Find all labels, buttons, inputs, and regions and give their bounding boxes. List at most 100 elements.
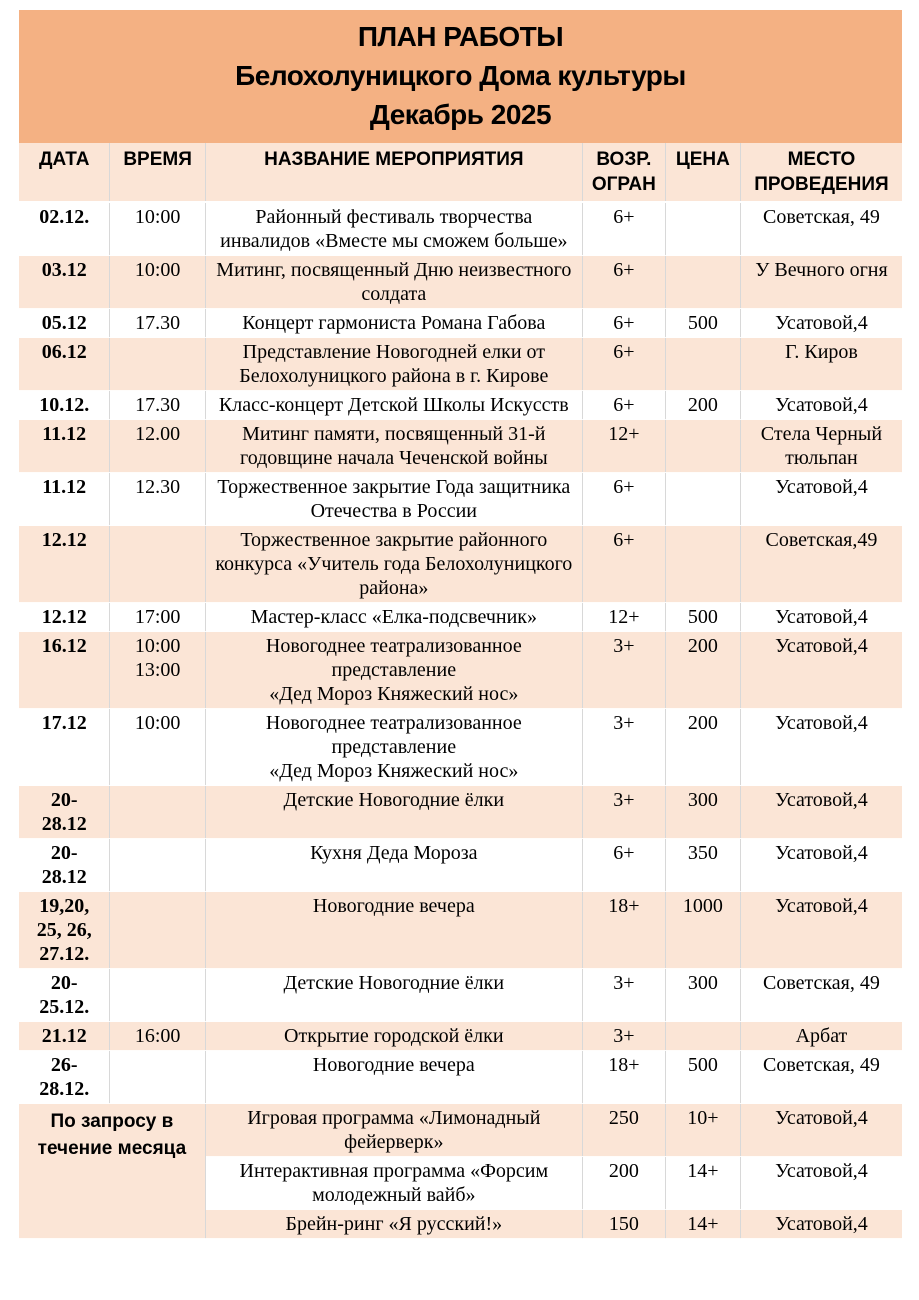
cell-date: 19,20, 25, 26, 27.12. [19, 891, 111, 969]
cell-event-name: Игровая программа «Лимонадный фейерверк» [205, 1103, 583, 1157]
cell-venue: Усатовой,4 [740, 891, 902, 969]
cell-time: 12.30 [109, 472, 206, 526]
cell-age-limit: 6+ [582, 472, 666, 526]
cell-time: 10:00 13:00 [109, 631, 206, 709]
cell-age-limit: 6+ [582, 390, 666, 420]
cell-time [109, 838, 206, 892]
col-header-name: НАЗВАНИЕ МЕРОПРИЯТИЯ [205, 143, 583, 203]
cell-date: 12.12 [19, 602, 111, 632]
cell-venue: Усатовой,4 [740, 1209, 902, 1239]
cell-event-name: Районный фестиваль творчества инвалидов … [205, 202, 583, 256]
table-row: 19,20, 25, 26, 27.12. Новогодние вечера 18… [19, 891, 902, 969]
organization-title: Белохолуницкого Дома культуры [235, 60, 686, 91]
cell-event-name: Новогодние вечера [205, 891, 583, 969]
cell-date: 16.12 [19, 631, 111, 709]
cell-venue: Усатовой,4 [740, 1103, 902, 1157]
cell-age-limit: 12+ [582, 602, 666, 632]
cell-price: 300 [665, 968, 741, 1022]
table-row: 20- 28.12 Кухня Деда Мороза 6+ 350 Усатовой,… [19, 838, 902, 892]
cell-event-name: Новогоднее театрализованное представлени… [205, 631, 583, 709]
cell-event-name: Новогодние вечера [205, 1050, 583, 1104]
cell-age-limit: 6+ [582, 838, 666, 892]
cell-venue: Усатовой,4 [740, 708, 902, 786]
cell-event-name: Открытие городской ёлки [205, 1021, 583, 1051]
cell-venue: Усатовой,4 [740, 1156, 902, 1210]
cell-time: 10:00 [109, 708, 206, 786]
cell-event-name: Представление Новогодней елки от Белохол… [205, 337, 583, 391]
table-row: 20- 25.12. Детские Новогодние ёлки 3+ 300 Со… [19, 968, 902, 1022]
cell-on-request-label: По запросу в течение месяца [19, 1103, 206, 1239]
cell-age-limit: 6+ [582, 337, 666, 391]
cell-time: 17.30 [109, 308, 206, 338]
cell-date: 11.12 [19, 472, 111, 526]
col-header-price: ЦЕНА [665, 143, 741, 203]
cell-time [109, 891, 206, 969]
cell-age-limit: 250 [582, 1103, 666, 1157]
table-row: 17.12 10:00 Новогоднее театрализованное пр… [19, 708, 902, 786]
col-header-date: ДАТА [19, 143, 111, 203]
cell-date: 20- 28.12 [19, 838, 111, 892]
cell-price: 500 [665, 1050, 741, 1104]
cell-event-name: Класс-концерт Детской Школы Искусств [205, 390, 583, 420]
table-row: 11.12 12.00 Митинг памяти, посвященный 31-… [19, 419, 902, 473]
month-title: Декабрь 2025 [369, 99, 552, 130]
cell-date: 10.12. [19, 390, 111, 420]
cell-age-limit: 12+ [582, 419, 666, 473]
cell-venue: Усатовой,4 [740, 308, 902, 338]
cell-age-limit: 3+ [582, 968, 666, 1022]
cell-date: 02.12. [19, 202, 111, 256]
col-header-age: ВОЗР. ОГРАН [582, 143, 666, 203]
cell-date: 03.12 [19, 255, 111, 309]
cell-venue: Усатовой,4 [740, 602, 902, 632]
cell-event-name: Митинг, посвященный Дню неизвестного сол… [205, 255, 583, 309]
cell-venue: Усатовой,4 [740, 785, 902, 839]
table-row: По запросу в течение месяца Игровая прогр… [19, 1103, 902, 1239]
plan-title: ПЛАН РАБОТЫ [357, 21, 564, 52]
cell-date: 06.12 [19, 337, 111, 391]
cell-date: 05.12 [19, 308, 111, 338]
table-body: 02.12. 10:00 Районный фестиваль творчества… [19, 202, 902, 1239]
cell-event-name: Детские Новогодние ёлки [205, 785, 583, 839]
cell-time [109, 968, 206, 1022]
table-row: Интерактивная программа «Форсим молодежн… [19, 1156, 902, 1210]
cell-age-limit: 150 [582, 1209, 666, 1239]
cell-price [665, 525, 741, 603]
cell-price: 200 [665, 631, 741, 709]
cell-price: 300 [665, 785, 741, 839]
cell-venue: У Вечного огня [740, 255, 902, 309]
cell-age-limit: 6+ [582, 202, 666, 256]
cell-event-name: Мастер-класс «Елка-подсвечник» [205, 602, 583, 632]
cell-price: 500 [665, 308, 741, 338]
cell-date: 11.12 [19, 419, 111, 473]
table-row: 11.12 12.30 Торжественное закрытие Года за… [19, 472, 902, 526]
title-band: ПЛАН РАБОТЫ Белохолуницкого Дома культур… [19, 10, 902, 143]
cell-price: 200 [665, 708, 741, 786]
cell-time [109, 525, 206, 603]
table-row: 26- 28.12. Новогодние вечера 18+ 500 Советск… [19, 1050, 902, 1104]
cell-price [665, 472, 741, 526]
cell-event-name: Концерт гармониста Романа Габова [205, 308, 583, 338]
cell-event-name: Торжественное закрытие районного конкурс… [205, 525, 583, 603]
table-row: 12.12 17:00 Мастер-класс «Елка-подсвечник»… [19, 602, 902, 632]
cell-time: 16:00 [109, 1021, 206, 1051]
cell-time [109, 785, 206, 839]
cell-event-name: Торжественное закрытие Года защитника От… [205, 472, 583, 526]
cell-time: 12.00 [109, 419, 206, 473]
cell-date: 21.12 [19, 1021, 111, 1051]
cell-age-limit: 6+ [582, 255, 666, 309]
cell-date: 12.12 [19, 525, 111, 603]
table-row: 02.12. 10:00 Районный фестиваль творчества… [19, 202, 902, 256]
cell-venue: Усатовой,4 [740, 472, 902, 526]
cell-venue: Советская,49 [740, 525, 902, 603]
col-header-place: МЕСТО ПРОВЕДЕНИЯ [740, 143, 902, 203]
cell-price [665, 419, 741, 473]
cell-event-name: Новогоднее театрализованное представлени… [205, 708, 583, 786]
cell-age-limit: 3+ [582, 1021, 666, 1051]
cell-event-name: Брейн-ринг «Я русский!» [205, 1209, 583, 1239]
cell-event-name: Детские Новогодние ёлки [205, 968, 583, 1022]
table-row: Брейн-ринг «Я русский!» 150 14+ Усатовой,4 [19, 1209, 902, 1239]
cell-age-limit: 3+ [582, 631, 666, 709]
work-plan-document: ПЛАН РАБОТЫ Белохолуницкого Дома культур… [19, 10, 902, 1239]
cell-price: 200 [665, 390, 741, 420]
cell-price: 10+ [665, 1103, 741, 1157]
